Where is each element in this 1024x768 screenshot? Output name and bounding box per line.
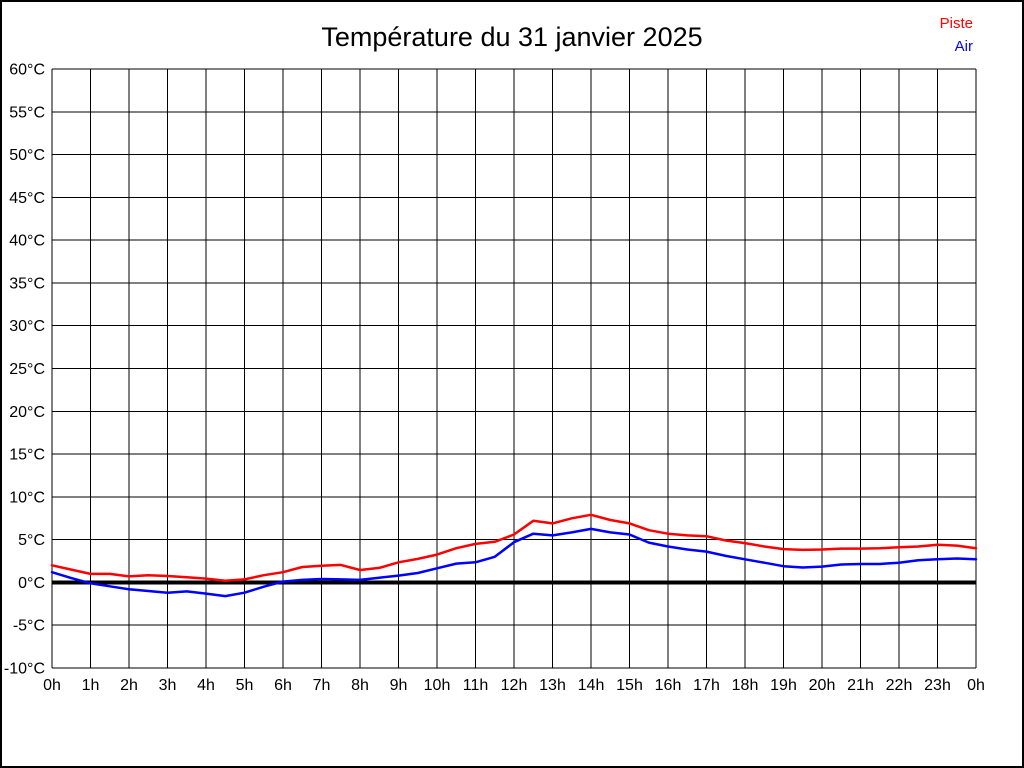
legend-piste-label: Piste — [939, 15, 973, 32]
x-tick-label: 17h — [693, 677, 720, 694]
x-tick-label: 10h — [424, 677, 451, 694]
y-tick-label: 10°C — [9, 489, 45, 506]
x-tick-label: 0h — [43, 677, 61, 694]
x-tick-label: 0h — [967, 677, 985, 694]
y-tick-label: 40°C — [9, 233, 45, 250]
y-tick-label: 20°C — [9, 404, 45, 421]
air-temperature-line — [50, 527, 978, 598]
x-tick-label: 14h — [578, 677, 605, 694]
y-axis-tick-labels: 60°C 55°C 50°C 45°C 40°C 35°C 30°C 25°C 20°C 15°C… — [4, 62, 45, 678]
y-tick-label: -10°C — [4, 661, 45, 678]
legend-air-label: Air — [954, 38, 973, 55]
chart-title: Température du 31 janvier 2025 — [321, 22, 703, 52]
x-tick-label: 6h — [274, 677, 292, 694]
x-tick-label: 22h — [886, 677, 913, 694]
x-tick-label: 12h — [501, 677, 528, 694]
y-tick-label: 30°C — [9, 318, 45, 335]
x-tick-label: 7h — [313, 677, 331, 694]
x-tick-label: 9h — [390, 677, 408, 694]
legend: Piste Air — [940, 12, 973, 58]
x-tick-label: 13h — [539, 677, 566, 694]
x-tick-label: 15h — [616, 677, 643, 694]
x-tick-label: 5h — [236, 677, 254, 694]
x-tick-label: 1h — [82, 677, 100, 694]
y-tick-label: -5°C — [13, 618, 45, 635]
x-tick-label: 11h — [463, 677, 489, 694]
y-tick-label: 60°C — [9, 62, 45, 79]
piste-temperature-line — [50, 513, 978, 582]
gridlines — [51, 68, 977, 669]
x-tick-label: 21h — [847, 677, 874, 694]
x-tick-label: 16h — [655, 677, 682, 694]
x-axis-tick-labels: 0h 1h 2h 3h 4h 5h 6h 7h 8h 9h 10h 11h 12h 13h 14h 15h 16… — [43, 677, 985, 694]
x-tick-label: 23h — [924, 677, 951, 694]
x-tick-label: 4h — [197, 677, 215, 694]
x-tick-label: 2h — [120, 677, 138, 694]
y-tick-label: 50°C — [9, 147, 45, 164]
y-tick-label: 55°C — [9, 104, 45, 121]
y-tick-label: 5°C — [18, 532, 45, 549]
y-tick-label: 25°C — [9, 361, 45, 378]
y-tick-label: 15°C — [9, 447, 45, 464]
y-tick-label: 45°C — [9, 190, 45, 207]
x-tick-label: 18h — [732, 677, 759, 694]
y-tick-label: 35°C — [9, 275, 45, 292]
x-tick-label: 3h — [159, 677, 177, 694]
y-tick-label: 0°C — [18, 575, 45, 592]
x-tick-label: 8h — [351, 677, 369, 694]
x-tick-label: 20h — [809, 677, 836, 694]
x-tick-label: 19h — [770, 677, 797, 694]
